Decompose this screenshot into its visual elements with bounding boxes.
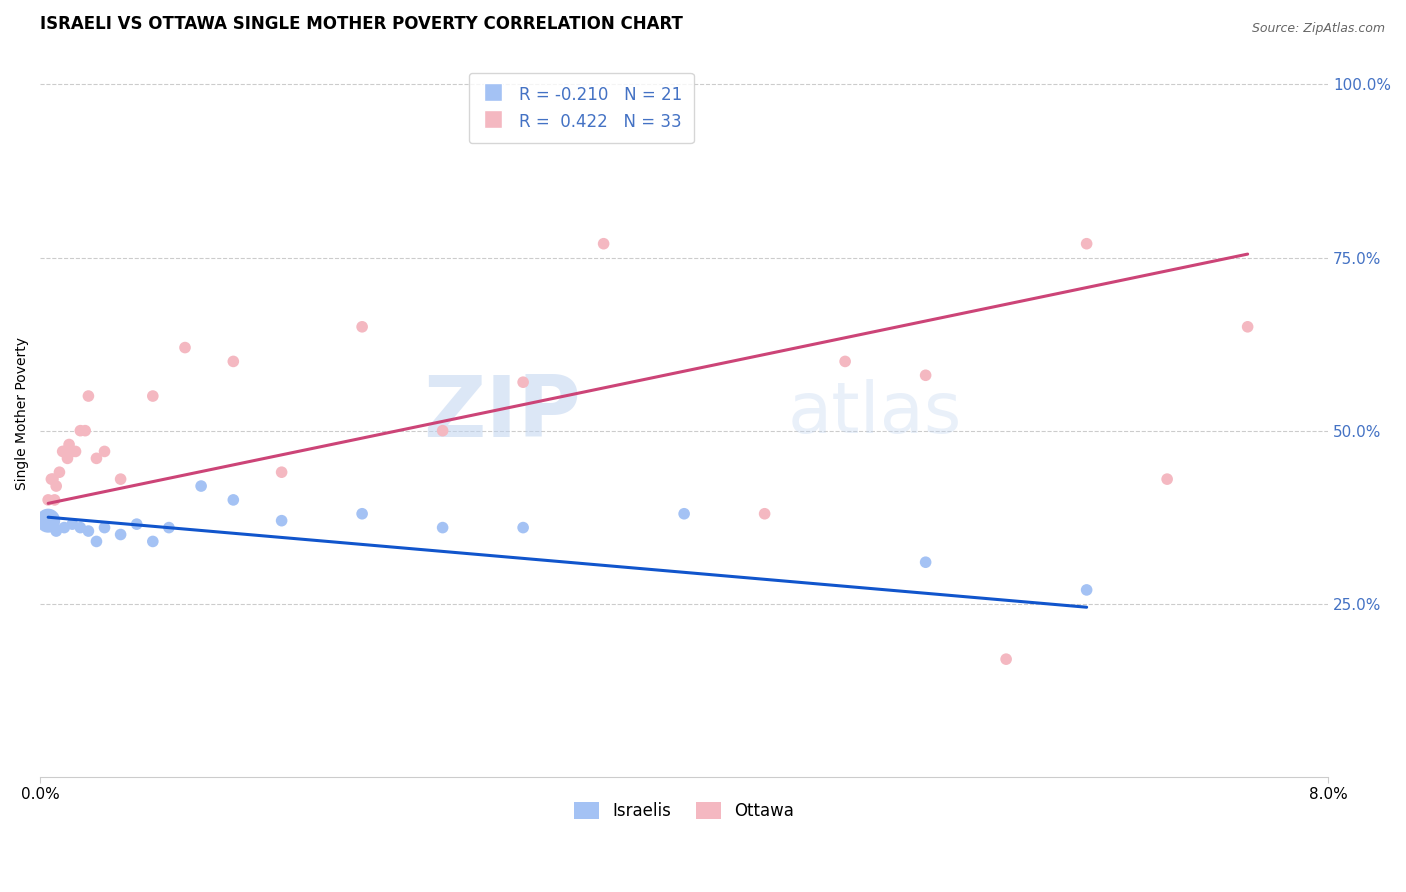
Point (914, 368, 936, 383)
Point (110, 472, 132, 486)
Point (142, 389, 165, 403)
Point (77, 389, 100, 403)
Point (995, 652, 1018, 666)
Point (77, 524, 100, 538)
Point (1076, 582, 1098, 597)
Point (174, 341, 197, 355)
Point (86, 451, 108, 466)
Point (44, 492, 66, 507)
Point (41, 472, 63, 486)
Point (48, 465, 70, 479)
Point (42, 472, 65, 486)
Point (592, 236, 614, 251)
Point (69, 424, 91, 438)
Point (673, 507, 696, 521)
Text: Source: ZipAtlas.com: Source: ZipAtlas.com (1251, 22, 1385, 36)
Point (432, 424, 454, 438)
Point (60, 517, 83, 532)
Point (86, 534, 108, 549)
Point (352, 319, 374, 334)
Point (53, 444, 76, 458)
Point (914, 555, 936, 569)
Text: ZIP: ZIP (423, 372, 581, 455)
Point (352, 507, 374, 521)
Point (834, 354, 856, 368)
Point (37, 514, 59, 528)
Point (125, 517, 148, 532)
Point (45, 524, 67, 538)
Y-axis label: Single Mother Poverty: Single Mother Poverty (15, 337, 30, 490)
Point (45, 479, 67, 493)
Point (142, 534, 165, 549)
Point (37, 492, 59, 507)
Legend: Israelis, Ottawa: Israelis, Ottawa (567, 795, 801, 827)
Point (222, 492, 245, 507)
Point (58, 437, 80, 451)
Point (75, 424, 97, 438)
Point (69, 520, 91, 534)
Point (52, 444, 75, 458)
Point (432, 520, 454, 534)
Point (53, 520, 76, 534)
Point (512, 375, 534, 389)
Text: ISRAELI VS OTTAWA SINGLE MOTHER POVERTY CORRELATION CHART: ISRAELI VS OTTAWA SINGLE MOTHER POVERTY … (41, 15, 683, 33)
Point (93, 520, 115, 534)
Point (754, 507, 776, 521)
Point (110, 527, 132, 541)
Point (56, 451, 79, 466)
Point (65, 444, 87, 458)
Point (157, 520, 180, 534)
Point (222, 354, 245, 368)
Point (190, 479, 212, 493)
Point (270, 514, 292, 528)
Point (60, 444, 83, 458)
Point (1236, 319, 1258, 334)
Point (1076, 236, 1098, 251)
Text: atlas: atlas (787, 379, 962, 448)
Point (512, 520, 534, 534)
Point (270, 465, 292, 479)
Point (93, 444, 115, 458)
Point (1156, 472, 1178, 486)
